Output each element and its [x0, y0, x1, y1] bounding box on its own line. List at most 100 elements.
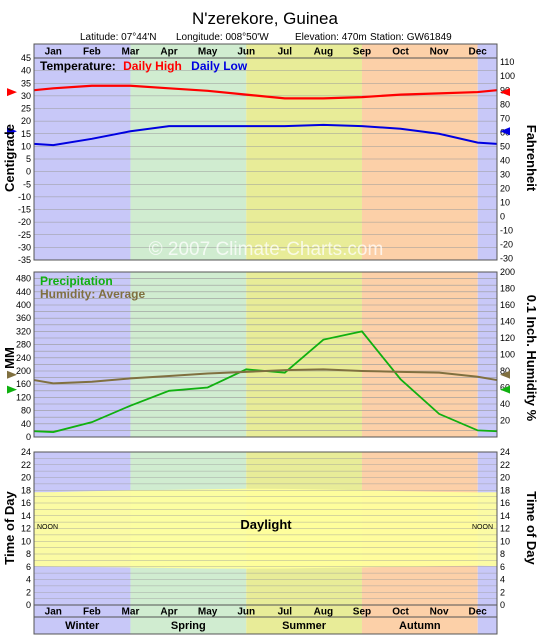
- top-month-jun: Jun: [237, 47, 255, 58]
- bottom-month-aug: Aug: [314, 607, 333, 618]
- daylight-tick-left: 12: [21, 524, 31, 534]
- bottom-month-strip-autumn: [361, 605, 478, 617]
- bottom-month-nov: Nov: [430, 607, 449, 618]
- season-strip-autumn: [361, 617, 478, 634]
- daylight-tick-right: 12: [500, 524, 510, 534]
- daylight-tick-right: 18: [500, 485, 510, 495]
- daylight-tick-right: 16: [500, 498, 510, 508]
- station-text: Station: GW61849: [370, 32, 452, 43]
- temp-tick-right: 110: [500, 57, 514, 67]
- precip-tick-right: 120: [500, 333, 515, 343]
- precip-tick-right: 200: [500, 267, 515, 277]
- bottom-month-strip-winter: [34, 605, 131, 617]
- temp-tick-left: 25: [21, 104, 31, 114]
- temp-legend-label: Temperature:: [40, 59, 116, 73]
- daylight-tick-left: 16: [21, 498, 31, 508]
- precip-tick-right: 80: [500, 366, 510, 376]
- season-strip-spring: [130, 617, 247, 634]
- temp-tick-right: 0: [500, 212, 505, 222]
- bottom-month-feb: Feb: [83, 607, 101, 618]
- temp-tick-right: 100: [500, 71, 515, 81]
- top-month-apr: Apr: [160, 47, 177, 58]
- daylight-tick-right: 2: [500, 587, 505, 597]
- bottom-month-strip-spring: [130, 605, 247, 617]
- precip-tick-left: 280: [16, 340, 31, 350]
- top-month-sep: Sep: [353, 47, 371, 58]
- daily-high-line: [33, 84, 498, 100]
- precip-tick-right: 180: [500, 284, 515, 294]
- precip-season-spring: [130, 272, 247, 437]
- daylight-tick-left: 6: [26, 562, 31, 572]
- precip-tick-left: 120: [16, 392, 31, 402]
- top-month-nov: Nov: [430, 47, 449, 58]
- season-label-spring: Spring: [171, 620, 206, 632]
- daylight-tick-right: 8: [500, 549, 505, 559]
- bottom-month-jan: Jan: [45, 607, 62, 618]
- precip-tick-right: 160: [500, 300, 515, 310]
- daylight-tick-right: 14: [500, 511, 510, 521]
- temp-tick-left: -30: [18, 242, 31, 252]
- temp-legend: Temperature: Daily High Daily Low: [40, 59, 248, 73]
- season-strip-winter-dec: [477, 617, 497, 634]
- temp-tick-right: -10: [500, 226, 513, 236]
- daylight-tick-left: 22: [21, 460, 31, 470]
- season-strip-winter: [34, 617, 131, 634]
- low-marker-right: [500, 127, 510, 136]
- season-label-summer: Summer: [282, 620, 327, 632]
- temp-ylabel-left: Centigrade: [2, 124, 17, 192]
- chart-title: N'zerekore, Guinea: [192, 9, 338, 28]
- precip-panel-frame: [33, 271, 498, 438]
- precip-tick-left: 240: [16, 353, 31, 363]
- temp-tick-right: 10: [500, 197, 510, 207]
- daylight-tick-left: 2: [26, 587, 31, 597]
- top-month-may: May: [198, 47, 218, 58]
- temp-tick-left: 35: [21, 78, 31, 88]
- daylight-tick-left: 14: [21, 511, 31, 521]
- legend-humidity: Humidity: Average: [40, 287, 145, 301]
- bottom-month-strip-dec: [477, 605, 497, 617]
- precip-tick-right: 20: [500, 416, 510, 426]
- daylight-tick-left: 24: [21, 447, 31, 457]
- precip-tick-right: 40: [500, 399, 510, 409]
- top-month-dec: Dec: [469, 47, 488, 58]
- temp-tick-left: 15: [21, 129, 31, 139]
- precip-tick-left: 160: [16, 379, 31, 389]
- watermark: © 2007 Climate-Charts.com: [149, 239, 384, 260]
- temp-tick-right: 80: [500, 99, 510, 109]
- temp-tick-left: -15: [18, 205, 31, 215]
- bottom-month-sep: Sep: [353, 607, 371, 618]
- season-label-winter: Winter: [65, 620, 100, 632]
- daylight-ylabel-right: Time of Day: [524, 491, 539, 565]
- precip-tick-left: 80: [21, 406, 31, 416]
- temp-ylabel-right: Fahrenheit: [524, 125, 539, 192]
- precip-tick-left: 0: [26, 432, 31, 442]
- temp-tick-left: 40: [21, 66, 31, 76]
- precip-tick-left: 320: [16, 326, 31, 336]
- top-month-jul: Jul: [278, 47, 293, 58]
- temp-tick-right: 20: [500, 183, 510, 193]
- humidity-marker-right: [500, 370, 510, 379]
- noon-label-right: NOON: [472, 524, 493, 531]
- daylight-tick-left: 18: [21, 485, 31, 495]
- humidity-marker-left: [7, 370, 17, 379]
- daylight-tick-left: 8: [26, 549, 31, 559]
- daylight-tick-left: 10: [21, 536, 31, 546]
- temp-tick-left: 10: [21, 141, 31, 151]
- daylight-tick-right: 6: [500, 562, 505, 572]
- noon-label-left: NOON: [37, 524, 58, 531]
- precip-tick-left: 40: [21, 419, 31, 429]
- season-strip-summer: [246, 617, 362, 634]
- season-label-autumn: Autumn: [399, 620, 441, 632]
- temp-tick-right: 50: [500, 141, 510, 151]
- bottom-month-mar: Mar: [122, 607, 140, 618]
- temp-tick-right: -20: [500, 240, 513, 250]
- top-month-strip-summer: [246, 44, 362, 58]
- daylight-tick-left: 4: [26, 575, 31, 585]
- daylight-tick-right: 24: [500, 447, 510, 457]
- temp-tick-left: -20: [18, 217, 31, 227]
- humidity-line: [33, 368, 498, 385]
- top-month-oct: Oct: [392, 47, 409, 58]
- temp-tick-left: -25: [18, 230, 31, 240]
- daylight-tick-right: 4: [500, 575, 505, 585]
- precip-tick-left: 200: [16, 366, 31, 376]
